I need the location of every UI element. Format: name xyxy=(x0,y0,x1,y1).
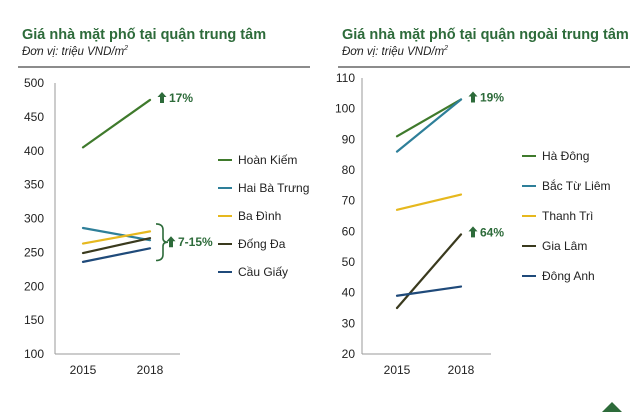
y-tick-label: 110 xyxy=(336,71,355,85)
y-tick-label: 40 xyxy=(342,286,356,300)
line-chart-central: 100 150 200 250 300 350 400 450 500 2015 2018 Hoàn … xyxy=(24,76,309,377)
series-line xyxy=(395,193,463,211)
corner-badge-icon xyxy=(602,402,622,412)
legend-label: Hai Bà Trưng xyxy=(238,181,309,195)
chart-title: Giá nhà mặt phố tại quận ngoài trung tâm xyxy=(342,27,629,43)
series-line xyxy=(81,247,152,263)
legend-label: Đống Đa xyxy=(238,237,286,251)
unit-superscript: 2 xyxy=(444,45,449,52)
legend-label: Thanh Trì xyxy=(542,209,593,223)
series-line xyxy=(395,98,463,153)
series-line xyxy=(395,98,463,138)
unit-superscript: 2 xyxy=(124,45,129,52)
y-tick-label: 450 xyxy=(24,110,44,124)
series-line xyxy=(81,230,152,245)
chart-panel-outer: Giá nhà mặt phố tại quận ngoài trung tâm… xyxy=(320,0,640,412)
legend-label: Gia Lâm xyxy=(542,239,587,253)
y-tick-label: 90 xyxy=(342,132,356,146)
legend-label: Cầu Giấy xyxy=(238,265,288,279)
y-tick-label: 60 xyxy=(342,224,356,238)
x-tick-label: 2018 xyxy=(137,363,164,377)
chart-subtitle: Đơn vị: triệu VND/m2 xyxy=(342,45,448,58)
y-tick-label: 30 xyxy=(342,316,356,330)
legend-label: Hoàn Kiếm xyxy=(238,153,297,167)
y-tick-label: 250 xyxy=(24,245,44,259)
up-arrow-icon xyxy=(468,91,478,103)
annotation-label: 64% xyxy=(480,225,504,239)
y-tick-label: 50 xyxy=(342,255,356,269)
y-tick-label: 100 xyxy=(335,102,355,116)
y-tick-label: 300 xyxy=(24,212,44,226)
chart-panel-central: Giá nhà mặt phố tại quận trung tâm Đơn v… xyxy=(18,27,310,377)
annotation-label: 17% xyxy=(169,91,193,105)
y-tick-label: 200 xyxy=(24,279,44,293)
line-chart-outer: 20 30 40 50 60 70 80 90 100 110 2015 2018 Hà Đông Bắc… xyxy=(335,71,611,377)
legend-label: Bắc Từ Liêm xyxy=(542,178,611,193)
legend-label: Đông Anh xyxy=(542,269,595,283)
title-divider xyxy=(18,66,310,68)
y-tick-label: 400 xyxy=(24,144,44,158)
annotation-label: 7-15% xyxy=(178,235,213,249)
y-tick-label: 100 xyxy=(24,347,44,361)
annotation-bracket xyxy=(155,223,169,262)
y-tick-label: 150 xyxy=(24,313,44,327)
series-line xyxy=(81,237,152,255)
up-arrow-icon xyxy=(157,91,167,103)
legend-label: Hà Đông xyxy=(542,149,589,163)
unit-label: Đơn vị: triệu VND/m xyxy=(22,45,125,58)
series-line xyxy=(81,226,152,242)
series-line xyxy=(81,98,152,149)
x-tick-label: 2018 xyxy=(448,363,475,377)
x-tick-label: 2015 xyxy=(384,363,411,377)
chart-title: Giá nhà mặt phố tại quận trung tâm xyxy=(22,27,267,43)
title-divider xyxy=(338,66,630,68)
y-tick-label: 70 xyxy=(342,194,356,208)
unit-label: Đơn vị: triệu VND/m xyxy=(342,45,445,58)
up-arrow-icon xyxy=(166,236,176,248)
legend-label: Ba Đình xyxy=(238,209,281,223)
y-tick-label: 20 xyxy=(342,347,356,361)
x-tick-label: 2015 xyxy=(70,363,97,377)
y-tick-label: 500 xyxy=(24,76,44,90)
annotation-label: 19% xyxy=(480,90,504,104)
y-tick-label: 350 xyxy=(24,178,44,192)
up-arrow-icon xyxy=(468,226,478,238)
chart-subtitle: Đơn vị: triệu VND/m2 xyxy=(22,45,128,58)
series-line xyxy=(395,285,463,297)
y-tick-label: 80 xyxy=(342,163,356,177)
series-line xyxy=(395,233,463,310)
